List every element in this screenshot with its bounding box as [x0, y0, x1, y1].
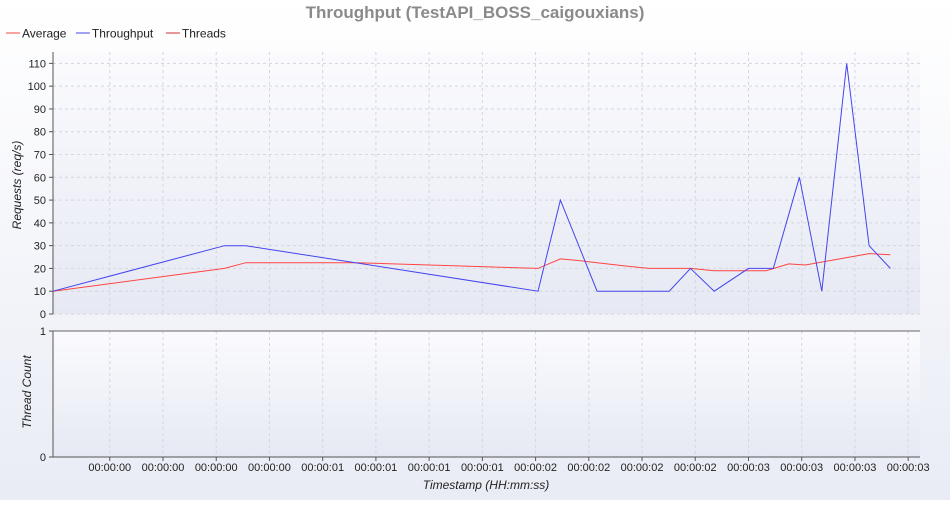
legend-label: Throughput: [92, 27, 154, 41]
y-tick-label: 70: [34, 150, 46, 162]
x-tick-label: 00:00:03: [834, 462, 877, 474]
x-tick-label: 00:00:01: [301, 462, 344, 474]
x-tick-label: 00:00:00: [142, 462, 185, 474]
x-tick-label: 00:00:01: [461, 462, 504, 474]
y-tick-label: 80: [34, 127, 46, 139]
series-line-throughput: [52, 63, 891, 292]
y-tick-label: 0: [40, 452, 46, 464]
x-tick-label: 00:00:01: [354, 462, 397, 474]
y-tick-label: 60: [34, 172, 46, 184]
x-tick-label: 00:00:00: [248, 462, 291, 474]
bottom-panel: 01: [40, 326, 920, 464]
x-tick-label: 00:00:02: [621, 462, 664, 474]
y-tick-label: 30: [34, 241, 46, 253]
x-tick-label: 00:00:03: [727, 462, 770, 474]
x-tick-label: 00:00:02: [674, 462, 717, 474]
top-panel: 0 10 20 30 40 50 60 70 80 90 100 110: [28, 52, 920, 321]
x-tick-label: 00:00:00: [195, 462, 238, 474]
top-plot-area: [53, 52, 920, 314]
y-tick-label: 50: [34, 195, 46, 207]
y-tick-label: 10: [34, 286, 46, 298]
y-tick-label: 110: [28, 58, 46, 70]
legend-label: Average: [22, 27, 67, 41]
y-tick-label: 100: [28, 81, 46, 93]
legend: Average Throughput Threads: [6, 27, 226, 41]
bottom-y-axis-label: Thread Count: [20, 355, 34, 429]
y-tick-label: 20: [34, 263, 46, 275]
x-axis-label: Timestamp (HH:mm:ss): [423, 478, 550, 492]
x-tick-label: 00:00:02: [567, 462, 610, 474]
y-tick-label: 0: [40, 309, 46, 321]
x-tick-label: 00:00:01: [408, 462, 451, 474]
y-tick-label: 90: [34, 104, 46, 116]
legend-label: Threads: [182, 27, 226, 41]
x-tick-label: 00:00:00: [88, 462, 131, 474]
y-tick-label: 1: [40, 326, 46, 338]
x-tick-label: 00:00:02: [514, 462, 557, 474]
y-tick-label: 40: [34, 218, 46, 230]
x-axis: 00:00:00 00:00:00 00:00:00 00:00:00 00:00:01…: [53, 456, 930, 474]
x-tick-label: 00:00:03: [780, 462, 823, 474]
bottom-plot-area: [53, 331, 920, 457]
top-y-axis-label: Requests (req/s): [10, 141, 24, 230]
x-tick-label: 00:00:03: [887, 462, 930, 474]
chart-title: Throughput (TestAPI_BOSS_caigouxians): [306, 3, 645, 22]
